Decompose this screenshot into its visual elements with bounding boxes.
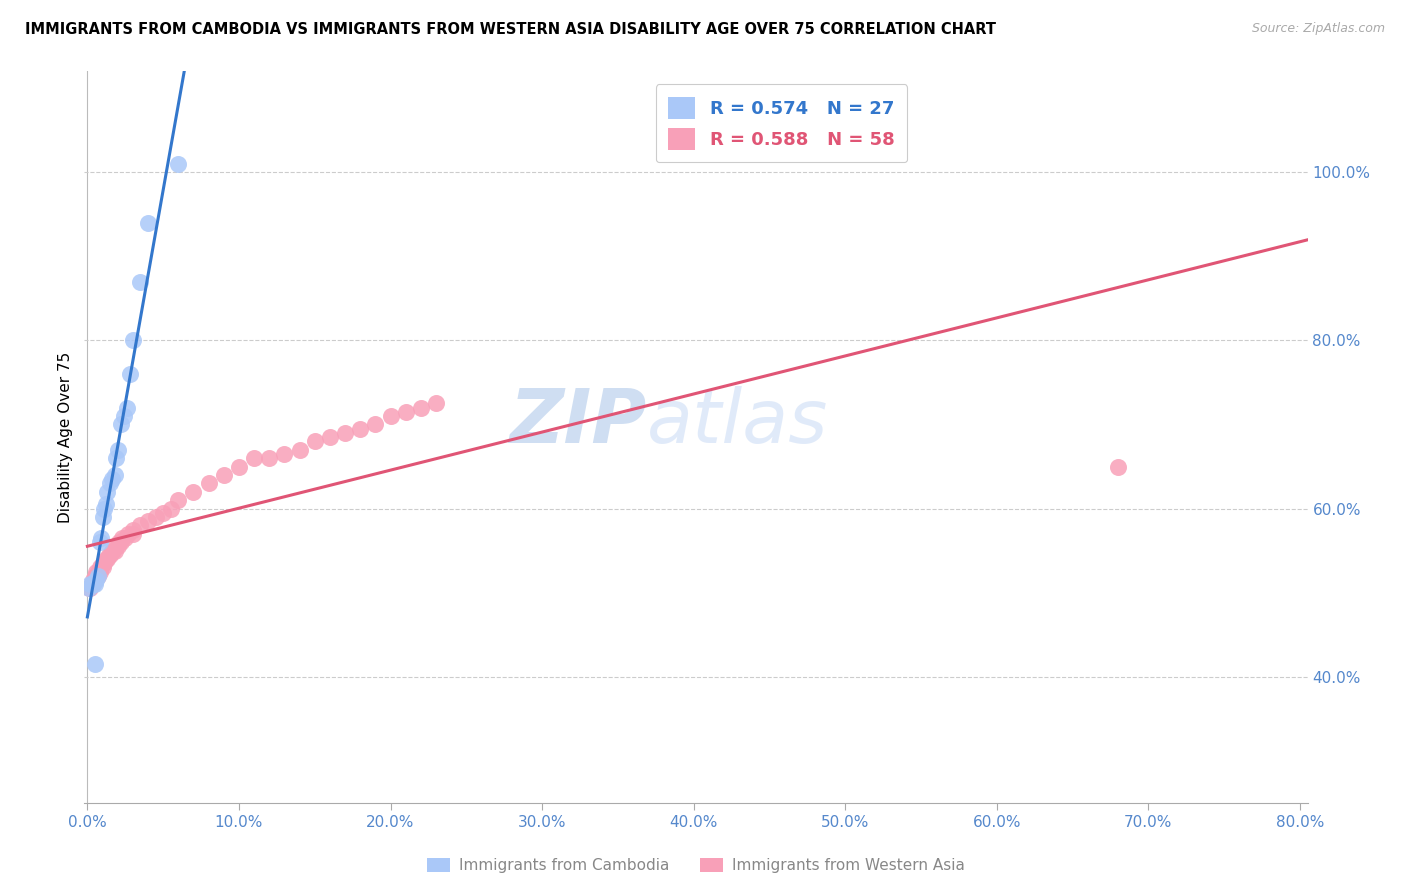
Point bbox=[121, 526, 143, 541]
Point bbox=[89, 535, 111, 549]
Point bbox=[107, 540, 129, 554]
Point bbox=[86, 569, 108, 583]
Point bbox=[91, 560, 114, 574]
Point bbox=[94, 552, 117, 566]
Point bbox=[212, 467, 235, 482]
Point bbox=[273, 447, 295, 461]
Point bbox=[395, 405, 418, 419]
Y-axis label: Disability Age Over 75: Disability Age Over 75 bbox=[58, 351, 73, 523]
Point bbox=[82, 573, 104, 587]
Point bbox=[86, 565, 108, 579]
Point bbox=[425, 396, 447, 410]
Point bbox=[167, 493, 190, 508]
Point bbox=[107, 442, 129, 457]
Point bbox=[243, 451, 266, 466]
Point bbox=[77, 582, 100, 596]
Point bbox=[136, 216, 159, 230]
Point bbox=[98, 476, 121, 491]
Point bbox=[364, 417, 387, 432]
Point bbox=[228, 459, 250, 474]
Text: IMMIGRANTS FROM CAMBODIA VS IMMIGRANTS FROM WESTERN ASIA DISABILITY AGE OVER 75 : IMMIGRANTS FROM CAMBODIA VS IMMIGRANTS F… bbox=[25, 22, 997, 37]
Point bbox=[96, 484, 118, 499]
Point bbox=[91, 556, 114, 570]
Point bbox=[84, 573, 107, 587]
Point bbox=[94, 497, 117, 511]
Point bbox=[90, 560, 112, 574]
Point bbox=[118, 367, 141, 381]
Legend: Immigrants from Cambodia, Immigrants from Western Asia: Immigrants from Cambodia, Immigrants fro… bbox=[420, 852, 972, 880]
Point bbox=[183, 484, 205, 499]
Point bbox=[86, 573, 108, 587]
Point bbox=[82, 577, 104, 591]
Point bbox=[100, 472, 122, 486]
Point bbox=[104, 543, 127, 558]
Point bbox=[108, 535, 131, 549]
Text: atlas: atlas bbox=[647, 386, 828, 458]
Point bbox=[349, 422, 371, 436]
Point bbox=[100, 543, 122, 558]
Point bbox=[145, 510, 167, 524]
Point bbox=[97, 548, 120, 562]
Point bbox=[121, 334, 143, 348]
Point bbox=[101, 543, 124, 558]
Point bbox=[84, 657, 107, 671]
Point bbox=[96, 552, 118, 566]
Point bbox=[136, 514, 159, 528]
Point bbox=[129, 275, 152, 289]
Point bbox=[77, 582, 100, 596]
Point bbox=[84, 569, 107, 583]
Point bbox=[105, 540, 128, 554]
Point bbox=[115, 401, 138, 415]
Point bbox=[98, 548, 121, 562]
Point bbox=[80, 577, 103, 591]
Point bbox=[319, 430, 342, 444]
Point bbox=[80, 577, 103, 591]
Point bbox=[105, 451, 128, 466]
Point bbox=[112, 409, 135, 423]
Point bbox=[152, 506, 174, 520]
Point bbox=[93, 501, 115, 516]
Point bbox=[104, 467, 127, 482]
Point bbox=[288, 442, 311, 457]
Point bbox=[259, 451, 281, 466]
Point bbox=[87, 569, 110, 583]
Point bbox=[90, 531, 112, 545]
Point bbox=[129, 518, 152, 533]
Text: ZIP: ZIP bbox=[510, 386, 647, 459]
Point bbox=[114, 531, 136, 545]
Point bbox=[87, 565, 110, 579]
Point bbox=[1107, 459, 1129, 474]
Point bbox=[79, 577, 101, 591]
Point bbox=[380, 409, 402, 423]
Point bbox=[304, 434, 326, 449]
Point bbox=[93, 556, 115, 570]
Point bbox=[111, 531, 134, 545]
Point bbox=[409, 401, 432, 415]
Point bbox=[333, 425, 356, 440]
Point bbox=[117, 526, 139, 541]
Point bbox=[91, 510, 114, 524]
Point bbox=[79, 582, 101, 596]
Point bbox=[84, 577, 107, 591]
Point bbox=[87, 569, 110, 583]
Point bbox=[167, 157, 190, 171]
Point bbox=[110, 417, 132, 432]
Text: Source: ZipAtlas.com: Source: ZipAtlas.com bbox=[1251, 22, 1385, 36]
Point bbox=[80, 577, 103, 591]
Point bbox=[197, 476, 219, 491]
Point bbox=[121, 523, 143, 537]
Point bbox=[89, 560, 111, 574]
Point bbox=[89, 565, 111, 579]
Point bbox=[110, 535, 132, 549]
Point bbox=[159, 501, 181, 516]
Point bbox=[82, 577, 104, 591]
